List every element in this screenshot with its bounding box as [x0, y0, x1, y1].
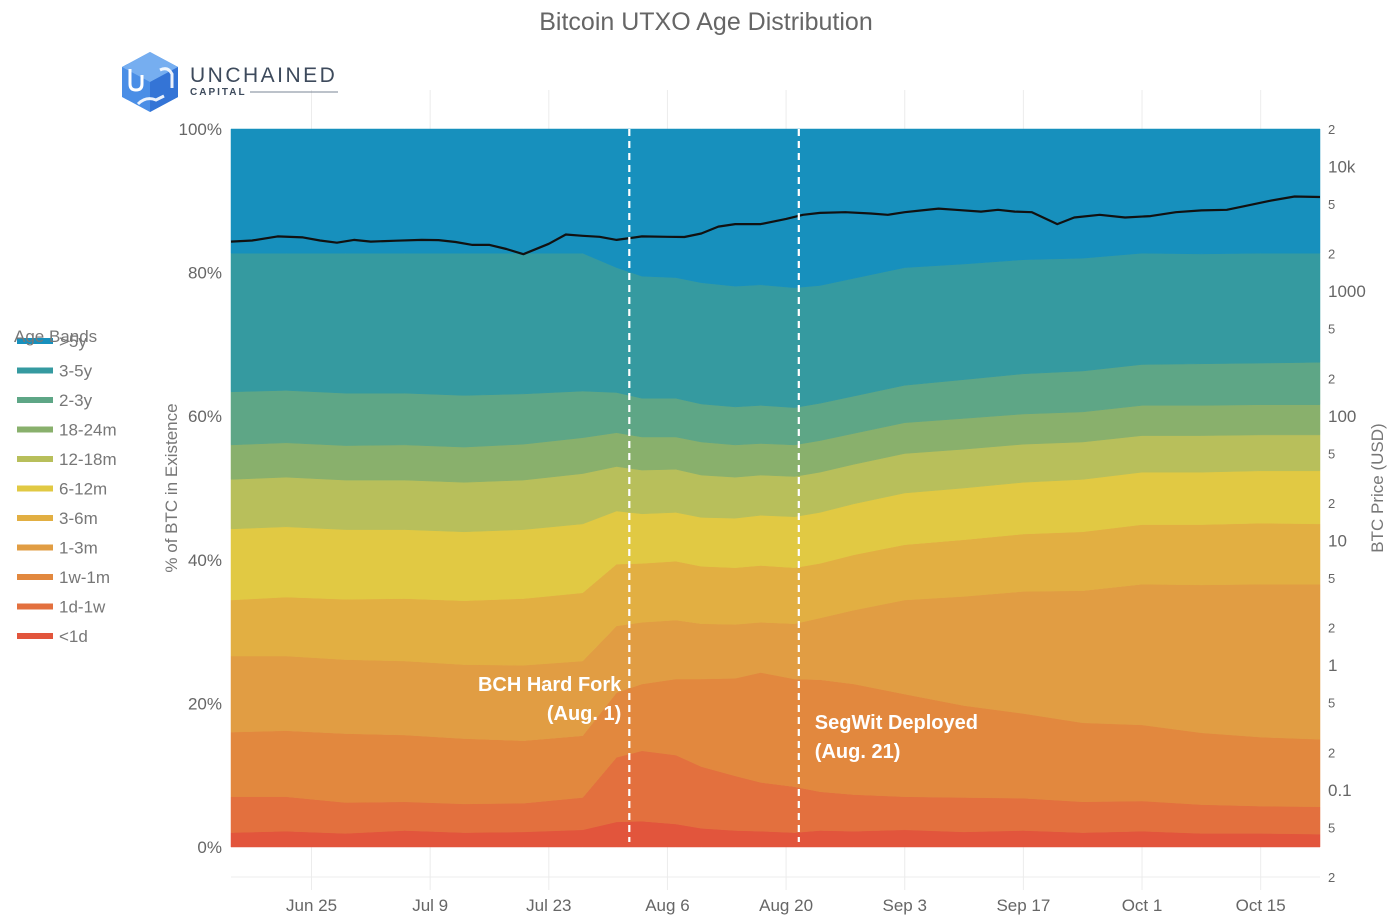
y2-tick-label: 10 — [1328, 532, 1347, 551]
y2-tick-label: 5 — [1328, 322, 1335, 337]
x-tick-label: Jun 25 — [286, 896, 337, 915]
legend-label: 1-3m — [59, 539, 98, 558]
logo-sub: CAPITAL — [190, 87, 247, 98]
legend-item[interactable]: 6-12m — [17, 480, 107, 499]
y2-tick-label: 2 — [1328, 122, 1335, 137]
y2-tick-label: 100 — [1328, 407, 1356, 426]
y2-tick-label: 5 — [1328, 197, 1335, 212]
y2-tick-label: 1000 — [1328, 282, 1366, 301]
x-tick-label: Sep 17 — [996, 896, 1050, 915]
y2-tick-label: 2 — [1328, 371, 1335, 386]
y-axis-left: 0% 20% 40% 60% 80% 100% — [179, 120, 222, 857]
legend-item[interactable]: 1-3m — [17, 539, 98, 558]
legend-label: <1d — [59, 627, 88, 646]
x-tick-label: Sep 3 — [883, 896, 927, 915]
y2-tick-label: 2 — [1328, 870, 1335, 885]
y2-tick-label: 5 — [1328, 820, 1335, 835]
x-tick-label: Jul 9 — [412, 896, 448, 915]
x-tick-label: Oct 1 — [1122, 896, 1163, 915]
y2-axis-label: BTC Price (USD) — [1368, 423, 1387, 552]
legend-item[interactable]: 2-3y — [17, 391, 93, 410]
legend-item[interactable]: 3-6m — [17, 509, 98, 528]
legend-item[interactable]: 12-18m — [17, 450, 117, 469]
legend-label: 12-18m — [59, 450, 117, 469]
y2-tick-label: 5 — [1328, 696, 1335, 711]
legend-title: Age Bands — [14, 327, 97, 346]
y2-tick-label: 2 — [1328, 745, 1335, 760]
legend-label: 6-12m — [59, 480, 107, 499]
chart-title: Bitcoin UTXO Age Distribution — [539, 8, 872, 36]
legend-swatch — [17, 574, 53, 580]
legend-swatch — [17, 485, 53, 492]
y-axis-label: % of BTC in Existence — [162, 403, 181, 572]
legend-item[interactable]: <1d — [17, 627, 88, 646]
legend-item[interactable]: 3-5y — [17, 362, 93, 381]
legend-label: 3-6m — [59, 509, 98, 528]
annotation-title: BCH Hard Fork — [478, 674, 622, 696]
price-line-group — [230, 195, 1321, 256]
legend-item[interactable]: 18-24m — [17, 421, 117, 440]
y2-tick-label: 10k — [1328, 158, 1356, 177]
stacked-areas — [230, 128, 1321, 848]
x-tick-label: Aug 20 — [759, 896, 813, 915]
logo-cube-icon — [122, 52, 178, 112]
y2-tick-label: 0.1 — [1328, 781, 1352, 800]
annotation-title: SegWit Deployed — [815, 712, 978, 734]
y2-tick-label: 5 — [1328, 571, 1335, 586]
legend-label: 3-5y — [59, 362, 93, 381]
legend-label: >5y — [59, 332, 87, 351]
legend-label: 2-3y — [59, 391, 93, 410]
legend-swatch — [17, 426, 53, 433]
unchained-logo: UNCHAINED CAPITAL — [122, 52, 338, 112]
y-tick-label: 20% — [188, 694, 222, 713]
x-tick-label: Aug 6 — [645, 896, 689, 915]
legend-swatch — [17, 397, 53, 403]
y-axis-right: 2 10k 5 2 1000 5 2 100 5 2 10 5 2 1 5 2 0.1 5 2 — [1328, 122, 1366, 885]
y-tick-label: 60% — [188, 407, 222, 426]
y2-tick-label: 2 — [1328, 247, 1335, 262]
y-tick-label: 100% — [179, 120, 222, 139]
y-tick-label: 80% — [188, 264, 222, 283]
legend-item[interactable]: 1w-1m — [17, 568, 110, 587]
legend-swatch — [17, 633, 53, 639]
event-lines — [628, 129, 800, 842]
annotation-date: (Aug. 21) — [815, 741, 901, 763]
legend-swatch — [17, 367, 53, 374]
logo-name: UNCHAINED — [190, 64, 337, 87]
y2-tick-label: 1 — [1328, 656, 1337, 675]
y-tick-label: 0% — [197, 838, 222, 857]
legend-label: 18-24m — [59, 421, 117, 440]
legend-swatch — [17, 515, 53, 521]
x-tick-label: Jul 23 — [526, 896, 571, 915]
legend-swatch — [17, 603, 53, 610]
annotation-date: (Aug. 1) — [547, 703, 621, 725]
legend-swatch — [17, 456, 53, 462]
y2-tick-label: 5 — [1328, 446, 1335, 461]
annotations: BCH Hard Fork (Aug. 1) SegWit Deployed (Aug… — [478, 674, 978, 763]
legend-item[interactable]: 1d-1w — [17, 598, 106, 617]
x-axis: Jun 25 Jul 9 Jul 23 Aug 6 Aug 20 Sep 3 Sep 17 O… — [286, 896, 1286, 915]
btc-price-line — [230, 195, 1321, 256]
legend-label: 1d-1w — [59, 598, 106, 617]
legend: >5y 3-5y 2-3y 18-24m 12-18m 6-12m 3-6m 1-3m 1w-1… — [14, 327, 117, 646]
y2-tick-label: 2 — [1328, 621, 1335, 636]
y2-tick-label: 2 — [1328, 496, 1335, 511]
legend-item[interactable]: >5y — [17, 332, 87, 351]
legend-swatch — [17, 338, 53, 344]
y-tick-label: 40% — [188, 551, 222, 570]
legend-label: 1w-1m — [59, 568, 110, 587]
x-tick-label: Oct 15 — [1236, 896, 1286, 915]
legend-swatch — [17, 544, 53, 551]
